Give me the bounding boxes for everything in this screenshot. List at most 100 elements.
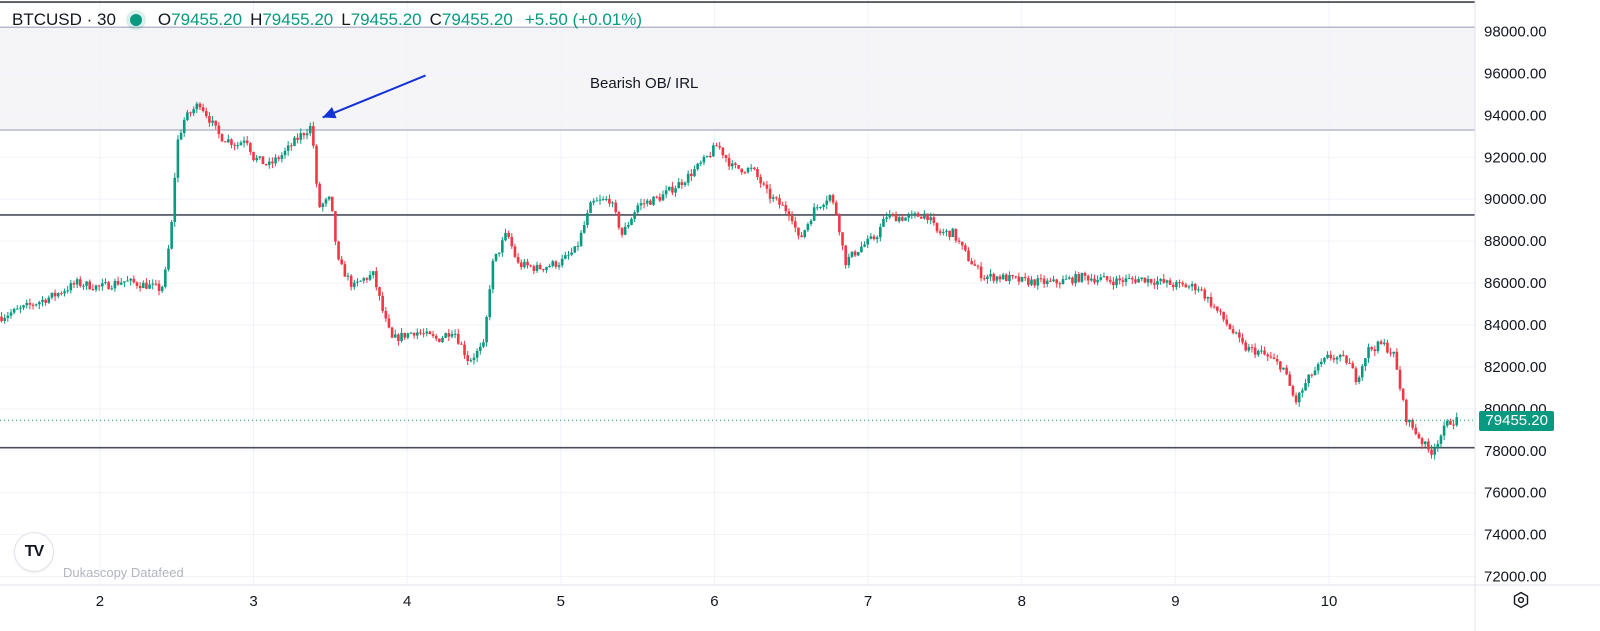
candle-body — [101, 283, 104, 287]
candle-body — [239, 142, 243, 146]
candle-body — [690, 173, 693, 177]
candle-body — [1307, 374, 1310, 384]
candle-body — [1067, 277, 1071, 279]
candle-body — [1354, 368, 1358, 382]
candle-body — [1297, 392, 1301, 403]
candle-body — [488, 289, 492, 318]
candle-body — [69, 283, 73, 291]
candle-body — [841, 232, 844, 246]
candle-body — [1291, 385, 1295, 396]
candle-body — [1430, 449, 1433, 455]
candle-body — [1433, 447, 1436, 455]
candle-body — [466, 355, 469, 361]
candle-body — [485, 317, 488, 343]
candle-body — [1197, 289, 1200, 291]
candle-body — [75, 279, 79, 285]
candle-body — [97, 285, 101, 287]
candle-body — [715, 145, 718, 147]
candle-body — [1241, 337, 1244, 343]
candle-body — [932, 217, 936, 223]
candle-body — [831, 195, 835, 203]
candle-body — [601, 199, 605, 201]
candle-body — [340, 259, 344, 265]
candle-body — [167, 248, 170, 270]
candle-body — [220, 133, 224, 142]
candle-body — [475, 350, 479, 358]
candle-body — [463, 344, 466, 356]
candle-body — [444, 333, 447, 338]
candle-body — [1020, 277, 1024, 282]
ohlc-values: O79455.20 H79455.20 L79455.20 C79455.20 … — [158, 10, 642, 30]
candle-body — [1216, 306, 1219, 311]
candle-body — [926, 213, 929, 221]
candle-body — [6, 315, 10, 318]
candle-body — [1039, 278, 1043, 280]
candle-body — [1398, 369, 1402, 389]
candle-body — [381, 295, 384, 311]
candle-body — [41, 299, 44, 303]
candle-body — [236, 145, 240, 147]
y-tick-label: 94000.00 — [1484, 107, 1547, 124]
candle-body — [885, 217, 888, 219]
candle-body — [727, 157, 731, 167]
candle-body — [88, 281, 92, 290]
candle-body — [1033, 279, 1036, 286]
candle-body — [1118, 278, 1121, 281]
candle-body — [929, 217, 933, 221]
candle-body — [1115, 278, 1118, 286]
candle-body — [1190, 284, 1194, 287]
candle-body — [290, 145, 293, 147]
candle-body — [797, 227, 800, 236]
candle-body — [1030, 279, 1033, 285]
candle-body — [1408, 419, 1411, 423]
candle-body — [1206, 297, 1210, 299]
candle-body — [576, 245, 580, 247]
candle-body — [1439, 435, 1443, 444]
candle-body — [1102, 276, 1106, 278]
candle-body — [1329, 354, 1333, 359]
candle-body — [299, 133, 303, 140]
candle-body — [293, 137, 296, 146]
candle-body — [708, 155, 712, 157]
candle-body — [1134, 279, 1137, 283]
candle-body — [860, 246, 863, 253]
candle-body — [160, 286, 164, 291]
candle-body — [390, 327, 394, 338]
candle-body — [1288, 374, 1292, 386]
candle-body — [400, 332, 403, 341]
candle-body — [223, 141, 227, 143]
candle-body — [201, 107, 205, 112]
candle-body — [3, 317, 6, 322]
candle-body — [749, 167, 753, 169]
candle-body — [1417, 433, 1421, 439]
candle-body — [856, 252, 860, 256]
candle-body — [214, 120, 218, 126]
candle-body — [642, 203, 646, 205]
candle-body — [768, 188, 772, 199]
candle-body — [327, 196, 331, 200]
candle-body — [938, 231, 942, 233]
candle-body — [1203, 289, 1207, 299]
candle-body — [658, 197, 662, 201]
candle-body — [806, 224, 810, 231]
tradingview-logo-icon[interactable]: TV — [15, 533, 53, 571]
candle-body — [586, 213, 589, 225]
candle-body — [1086, 275, 1090, 281]
candle-body — [204, 111, 208, 117]
candle-body — [283, 150, 287, 156]
y-tick-label: 84000.00 — [1484, 317, 1547, 334]
candle-body — [784, 205, 788, 212]
candle-body — [38, 302, 41, 305]
candle-body — [460, 343, 463, 345]
settings-icon[interactable] — [1512, 591, 1530, 609]
candle-body — [901, 217, 904, 221]
candle-body — [267, 161, 271, 165]
symbol-title[interactable]: BTCUSD · 30 — [12, 10, 116, 29]
candle-body — [324, 199, 328, 204]
candle-body — [970, 261, 973, 265]
candle-body — [1071, 277, 1074, 284]
candle-body — [280, 155, 284, 159]
candle-body — [53, 292, 57, 297]
